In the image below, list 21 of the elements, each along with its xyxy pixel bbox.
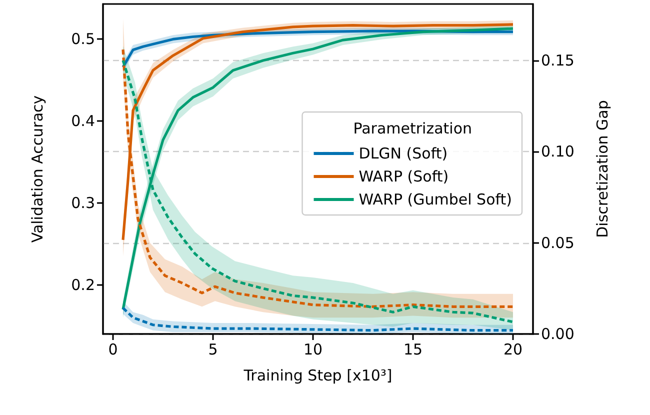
legend-label: WARP (Soft): [358, 168, 449, 186]
x-tick-label: 15: [403, 340, 423, 358]
line-series: [122, 306, 514, 332]
y2-tick-label: 0.10: [541, 142, 574, 161]
y2-tick-label: 0.00: [541, 325, 574, 343]
x-tick-label: 5: [208, 340, 218, 358]
y-tick-label: 0.3: [71, 194, 95, 212]
x-tick-label: 20: [503, 340, 523, 358]
legend-label: WARP (Gumbel Soft): [358, 190, 512, 208]
x-tick-label: 0: [108, 340, 118, 358]
x-tick-label: 10: [303, 340, 323, 358]
legend-title: Parametrization: [353, 120, 472, 138]
y-axis-title: Validation Accuracy: [28, 95, 46, 243]
y2-axis-title: Discretization Gap: [594, 100, 612, 238]
y2-tick-label: 0.05: [541, 234, 574, 252]
y2-tick-label: 0.15: [541, 52, 574, 70]
legend-label: DLGN (Soft): [358, 144, 448, 162]
y-tick-label: 0.5: [71, 30, 95, 48]
x-axis-title: Training Step [x10³]: [242, 366, 392, 384]
y-tick-label: 0.4: [71, 112, 95, 130]
y-tick-label: 0.2: [71, 276, 95, 294]
